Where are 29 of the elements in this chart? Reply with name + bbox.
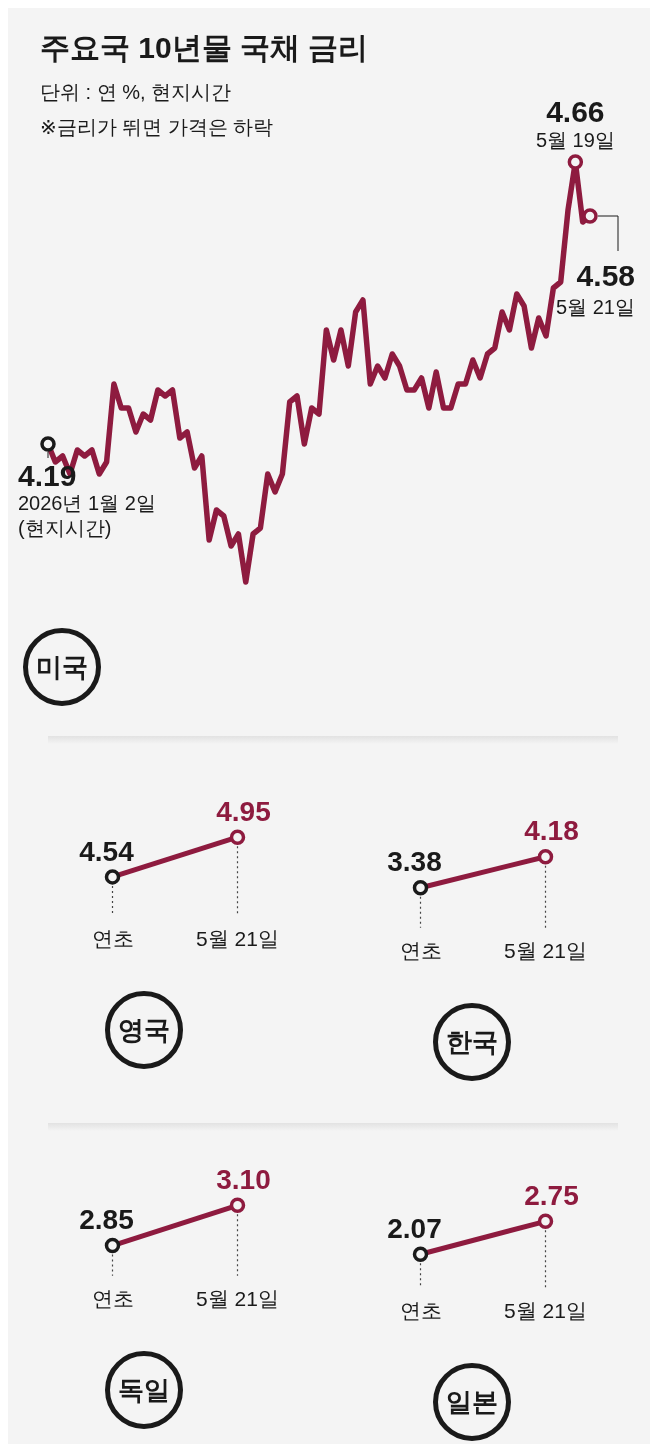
data-label: 4.66 bbox=[546, 95, 605, 128]
data-label: 2.07 bbox=[387, 1212, 442, 1244]
x-tick-label: 연초 bbox=[399, 1299, 442, 1323]
x-tick-label: 연초 bbox=[399, 939, 442, 963]
x-tick-label: 연초 bbox=[91, 927, 134, 951]
text: 단위 : 연 %, 현지시간 bbox=[40, 80, 233, 105]
x-tick-label: 5월 21일 bbox=[504, 939, 587, 963]
data-label: 2.85 bbox=[79, 1204, 134, 1236]
text: 한국 bbox=[433, 1003, 511, 1081]
text: 영국 bbox=[105, 991, 183, 1069]
text: ※금리가 뛰면 가격은 하락 bbox=[40, 115, 275, 140]
text: 미국 bbox=[23, 628, 101, 706]
data-label: 4.18 bbox=[524, 815, 579, 847]
data-label: 3.38 bbox=[387, 846, 442, 878]
data-label: 3.10 bbox=[216, 1163, 271, 1195]
data-label: 4.95 bbox=[216, 795, 271, 827]
annotation: 4.58 5월 21일 bbox=[556, 259, 635, 318]
annotation: 2026년 1월 2일 (현지시간) bbox=[18, 492, 156, 539]
data-label: 4.19 bbox=[18, 459, 77, 492]
annotation: 5월 19일 bbox=[535, 129, 615, 151]
x-tick-label: 5월 21일 bbox=[196, 1287, 279, 1311]
x-tick-label: 5월 21일 bbox=[196, 927, 279, 951]
text: 독일 bbox=[105, 1351, 183, 1429]
data-label: 2.75 bbox=[524, 1180, 579, 1212]
text: 일본 bbox=[433, 1363, 511, 1441]
data-label: 4.54 bbox=[79, 835, 135, 867]
text: 주요국 10년물 국채 금리 bbox=[40, 30, 370, 66]
x-tick-label: 연초 bbox=[91, 1287, 134, 1311]
x-tick-label: 5월 21일 bbox=[504, 1299, 587, 1323]
